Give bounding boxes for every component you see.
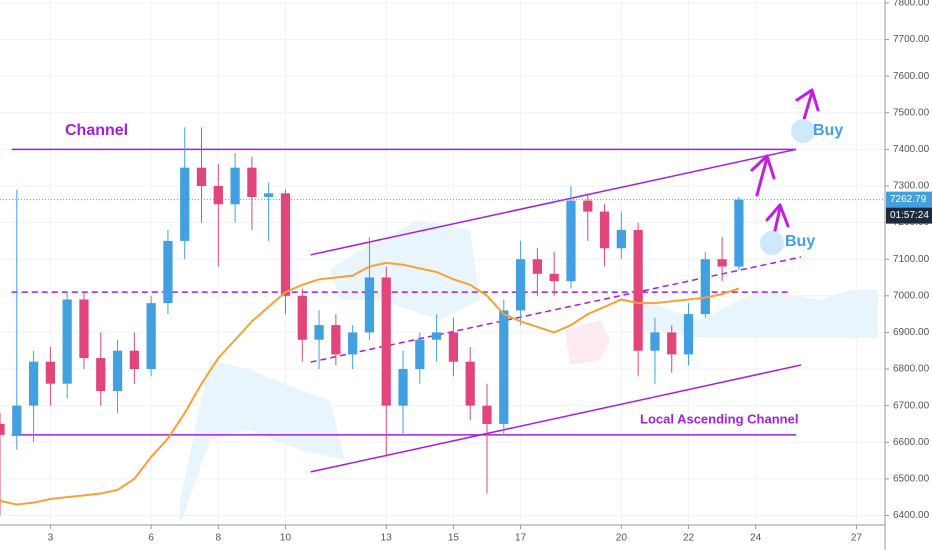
x-tick-label: 6 [148,533,154,544]
y-tick-label: 7800.00 [893,0,930,9]
candle-body [499,310,509,424]
candle-body [599,211,610,249]
y-tick-label: 6700.00 [893,400,930,411]
candle-body [532,259,542,274]
candle-body [96,358,106,392]
y-tick-label: 7700.00 [893,34,930,45]
cloud-area [180,360,345,525]
candle-body [515,259,526,311]
x-tick-label: 3 [48,533,54,544]
candle-body [683,314,694,355]
candle-body [62,299,72,384]
y-tick-label: 7500.00 [893,107,930,118]
y-tick-label: 7100.00 [893,254,930,265]
x-tick-label: 13 [381,533,393,544]
countdown-label: 01:57:24 [890,210,929,221]
candle-body [583,200,593,212]
y-tick-label: 7600.00 [893,71,930,82]
y-tick-label: 6900.00 [893,327,930,338]
candle-body [549,273,559,282]
candle-body [280,193,291,296]
y-tick-label: 6400.00 [893,510,930,521]
candle-body [45,361,55,384]
candle-body [465,361,475,406]
candle-body [230,167,240,205]
candle-body [314,325,324,340]
candle-body [633,229,643,351]
candle-body [717,259,727,267]
candle-body [163,240,173,304]
trend-line [310,256,802,363]
candle-body [616,229,626,249]
candle-body [28,361,39,406]
x-tick-label: 17 [515,533,527,544]
candle-body [667,332,677,355]
x-tick-label: 27 [851,533,863,544]
y-tick-label: 7000.00 [893,290,930,301]
plot [0,127,885,516]
candle-body [12,405,22,435]
y-tick-label: 7300.00 [893,181,930,192]
trend-line [310,148,797,256]
candle-body [650,332,660,351]
y-tick-label: 6800.00 [893,364,930,375]
candle-body [0,423,5,435]
annotation: Buy [813,122,843,139]
buy-bubble [760,231,784,255]
price-tag-label: 7262.79 [890,194,927,205]
candle-body [700,259,710,315]
candle-body [146,303,156,370]
buy-bubble [791,119,815,143]
arrow [750,154,776,197]
price-tag [886,191,932,208]
candle-body [432,332,442,340]
x-tick-label: 24 [750,533,762,544]
candle-body [112,350,123,392]
grid [0,0,885,525]
cloud-area-red [565,320,610,365]
annotation: Channel [65,122,128,139]
candle-body [348,332,358,355]
candle-body [734,199,744,267]
candle-body [398,369,408,406]
candle-body [129,350,139,370]
annotation: Local Ascending Channel [640,411,798,426]
candle-body [213,185,223,205]
candle-body [264,193,274,197]
candle-body [297,295,307,340]
candle-body [448,332,459,362]
moving-average [0,261,740,506]
annotation: Buy [785,233,815,250]
countdown-tag [886,207,932,224]
x-tick-label: 15 [448,533,460,544]
candle-body [180,167,190,241]
y-tick-label: 6600.00 [893,437,930,448]
candle-body [364,277,375,333]
candle-body [482,405,492,424]
x-tick-label: 10 [280,533,292,544]
trend-line [310,364,802,473]
candle-body [79,299,89,359]
y-tick-label: 7400.00 [893,144,930,155]
x-tick-label: 22 [683,533,695,544]
x-tick-label: 20 [616,533,628,544]
candle-body [566,200,576,282]
axes: 6400.00 6500.00 6600.00 6700.00 6800.00 6900.… [48,0,932,544]
candle-body [331,325,341,355]
y-tick-label: 6500.00 [893,474,930,485]
candle-body [247,167,257,197]
cloud-area [640,290,878,338]
candle-body [381,277,391,406]
candle-body [415,339,425,370]
candle-body [196,167,207,186]
x-tick-label: 8 [216,533,222,544]
